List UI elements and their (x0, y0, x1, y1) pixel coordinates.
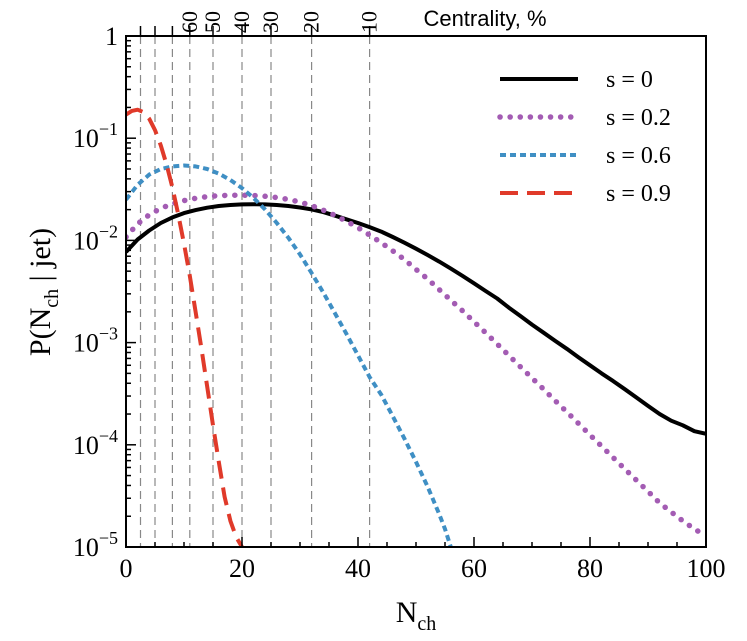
legend-label: s = 0.9 (606, 181, 671, 207)
x-tick-label: 20 (229, 554, 255, 583)
y-tick-label: 10−3 (73, 324, 118, 358)
y-tick-label: 10−5 (73, 528, 118, 562)
x-tick-label: 100 (687, 554, 726, 583)
top-tick-label: 10 (357, 11, 382, 33)
y-axis-label: P(Nch | jet) (24, 228, 63, 356)
top-tick-label: 50 (200, 11, 225, 33)
legend-label: s = 0.2 (606, 105, 671, 131)
y-tick-label: 10−4 (73, 426, 118, 460)
series-line (126, 202, 706, 436)
legend: s = 0 s = 0.2 s = 0.6 s = 0.9 (497, 67, 671, 207)
series-line (126, 192, 706, 539)
top-tick-label: 60 (177, 11, 202, 33)
series-line (126, 163, 453, 547)
legend-label: s = 0.6 (606, 143, 671, 169)
y-tick-label: 10−2 (73, 221, 118, 255)
top-tick-label: 30 (258, 11, 283, 33)
x-tick-label: 80 (577, 554, 603, 583)
top-tick-label: 20 (299, 11, 324, 33)
x-tick-label: 60 (461, 554, 487, 583)
x-axis-label-main: N (396, 596, 418, 629)
top-tick-label: 40 (229, 11, 254, 33)
top-axis-label: Centrality, % (423, 6, 546, 31)
x-tick-label: 0 (120, 554, 133, 583)
axis-ticks (125, 35, 707, 548)
y-axis-label-sub: ch (41, 289, 63, 308)
y-tick-label: 10−1 (73, 119, 118, 153)
x-tick-label: 40 (345, 554, 371, 583)
series-layer (126, 107, 706, 547)
y-axis-label-prefix: P(N (24, 308, 57, 356)
centrality-gridlines (139, 26, 371, 547)
x-axis-label: Nch (396, 596, 437, 635)
y-tick-labels: 1 10−1 10−2 10−3 10−4 10−5 (73, 22, 118, 562)
legend-label: s = 0 (606, 67, 653, 93)
x-tick-labels: 0 20 40 60 80 100 (120, 554, 726, 583)
y-axis-label-suffix: | jet) (24, 228, 57, 289)
x-axis-label-sub: ch (417, 613, 436, 635)
y-tick-label: 1 (105, 22, 118, 51)
